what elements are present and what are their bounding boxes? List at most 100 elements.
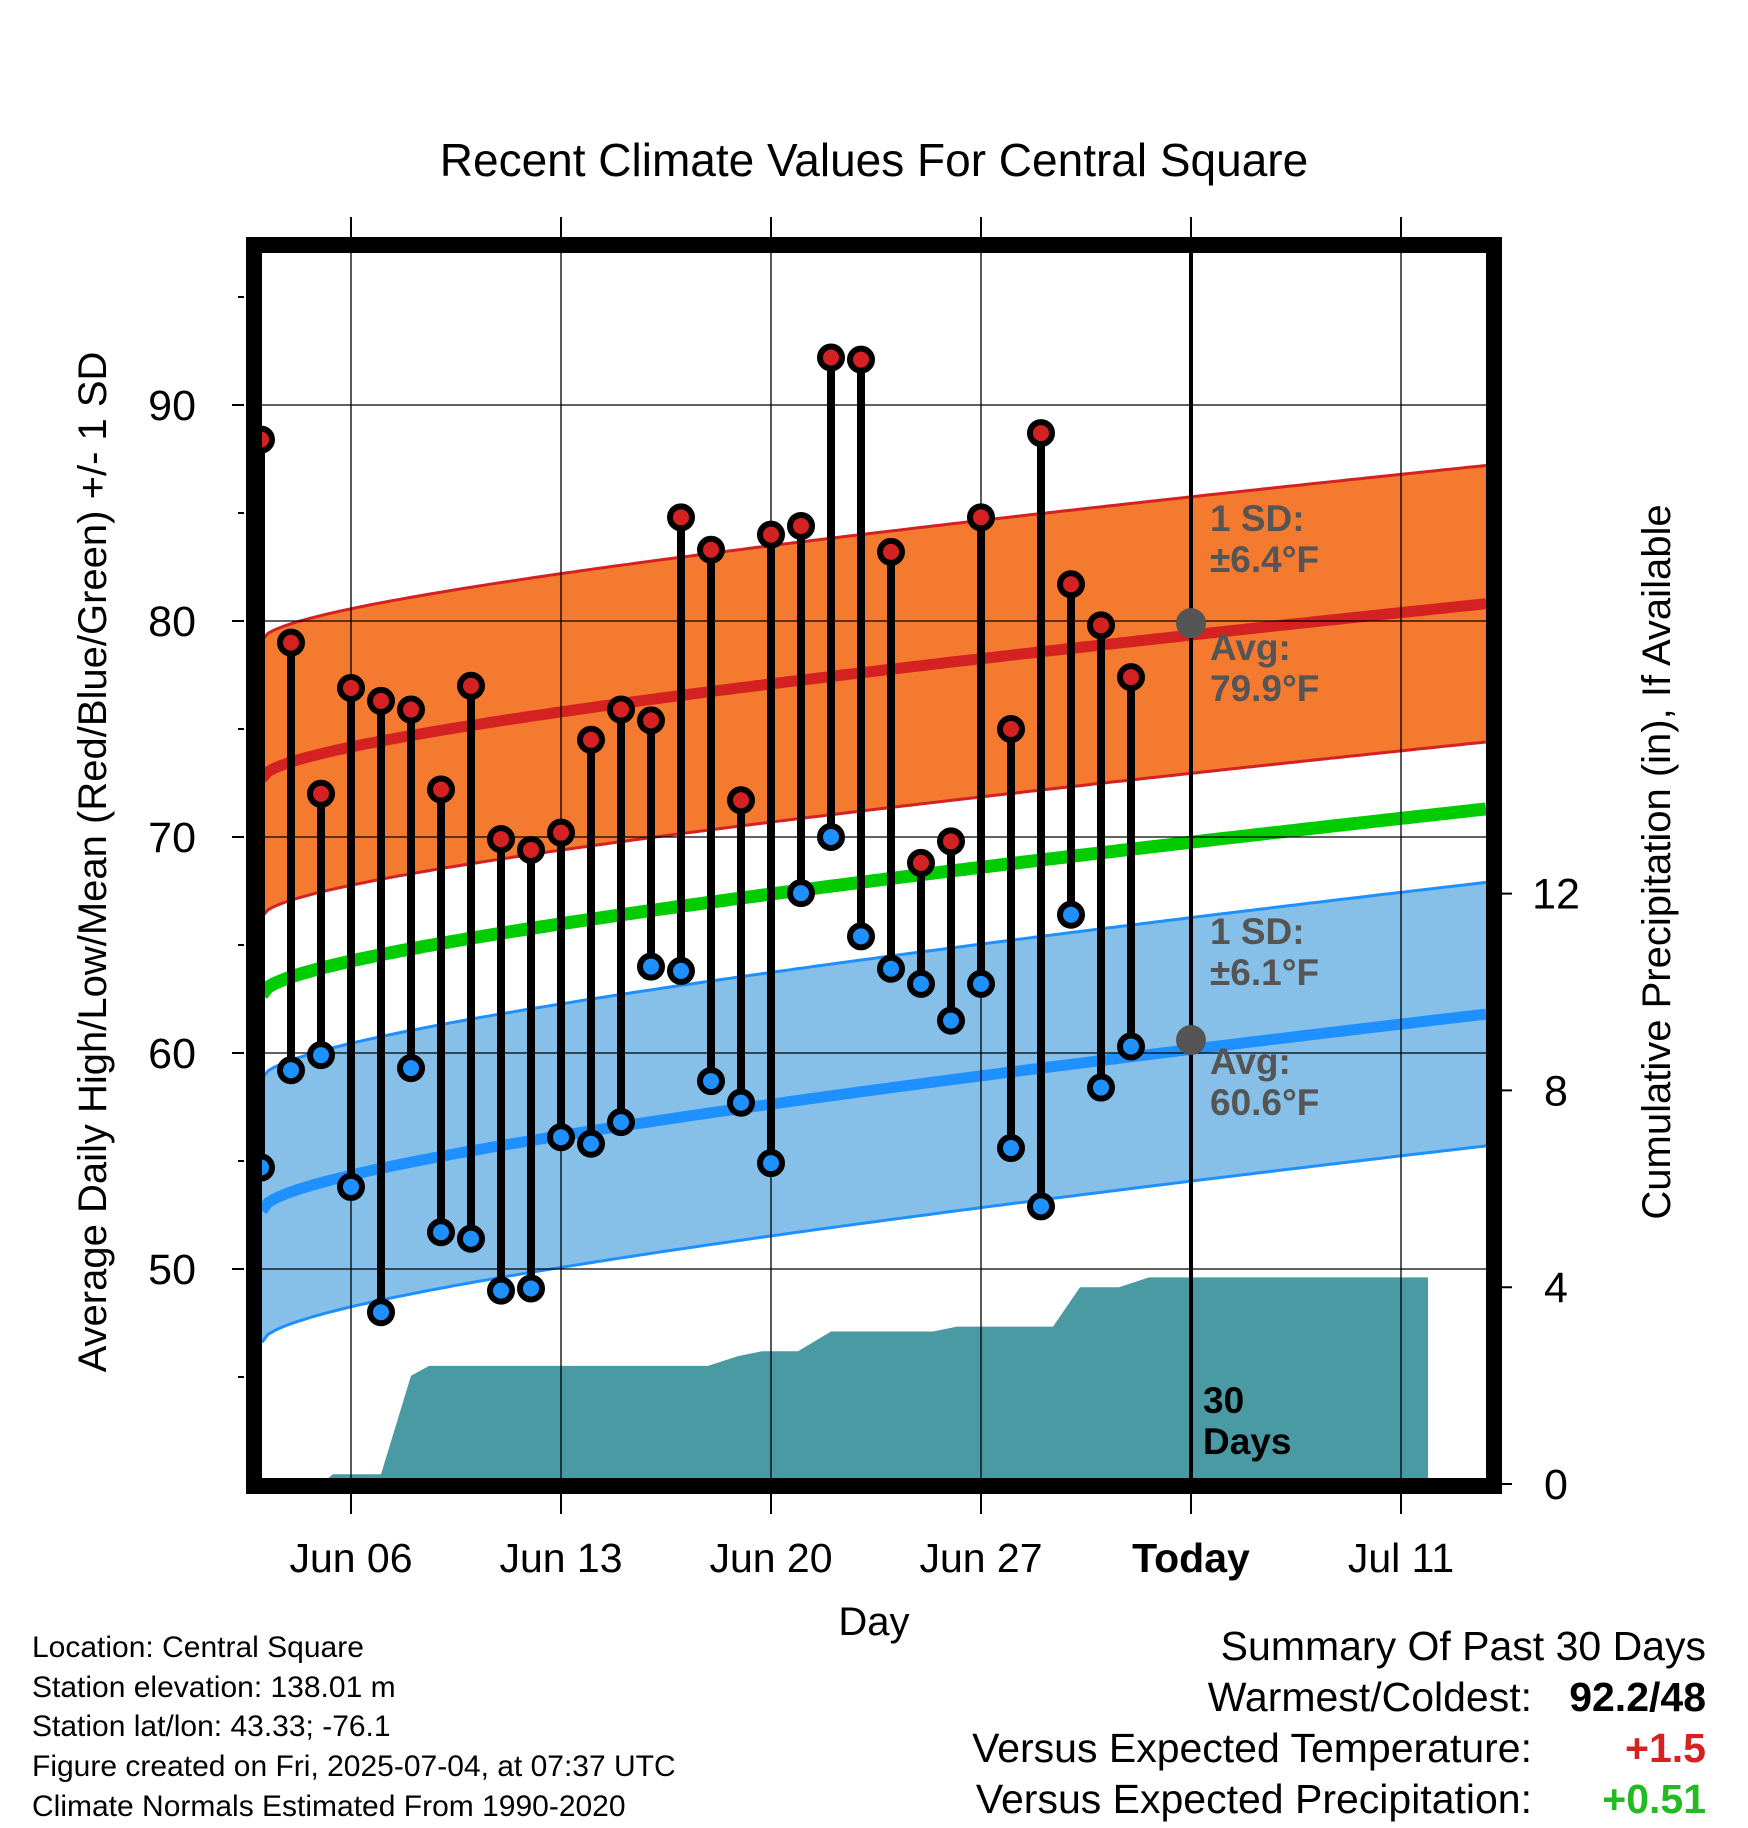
low-avg-value: 60.6°F — [1210, 1082, 1319, 1123]
daily-high-point — [1057, 570, 1085, 599]
daily-low-point — [307, 1041, 335, 1070]
summary-warmest-row: Warmest/Coldest: 92.2/48 — [1208, 1677, 1706, 1718]
daily-high-point — [817, 343, 845, 372]
days-label-text: Days — [1203, 1421, 1291, 1462]
daily-low-point — [577, 1129, 605, 1158]
x-tick-label: Jun 06 — [289, 1535, 412, 1581]
daily-low-point — [367, 1298, 395, 1327]
avg-low-line — [262, 1008, 1486, 1214]
summary-precip-value: +0.51 — [1602, 1776, 1706, 1822]
daily-low-point — [817, 823, 845, 851]
y-tick-label: 60 — [148, 1030, 196, 1078]
summary-warmest-label: Warmest/Coldest: — [1207, 1674, 1532, 1720]
days-label-count: 30 — [1203, 1380, 1244, 1421]
daily-low-point — [967, 969, 995, 998]
low-sd-label: 1 SD: — [1210, 911, 1305, 952]
daily-high-point — [697, 535, 725, 564]
summary-title: Summary Of Past 30 Days — [1220, 1623, 1706, 1669]
chart-title: Recent Climate Values For Central Square — [440, 134, 1308, 186]
summary-temp-label: Versus Expected Temperature: — [972, 1725, 1532, 1771]
daily-low-point — [847, 922, 875, 951]
daily-low-point — [1027, 1192, 1055, 1221]
daily-low-point — [607, 1108, 635, 1137]
daily-low-point — [1087, 1073, 1115, 1102]
daily-low-point — [757, 1149, 785, 1178]
low-sd-band — [262, 882, 1486, 1343]
daily-low-point — [667, 956, 695, 985]
daily-high-point — [307, 779, 335, 808]
plot-frame — [246, 237, 1502, 1494]
x-tick-label: Jun 27 — [919, 1535, 1042, 1581]
daily-high-point — [667, 503, 695, 532]
info-created: Figure created on Fri, 2025-07-04, at 07… — [32, 1750, 676, 1783]
y-tick-label: 80 — [148, 598, 196, 646]
low-sd-lower-line — [262, 1144, 1486, 1344]
high-sd-lower-line — [262, 740, 1486, 918]
low-sd-value: ±6.1°F — [1210, 952, 1319, 993]
daily-high-point — [997, 715, 1025, 743]
daily-low-point — [457, 1224, 485, 1253]
y2-tick-label: 8 — [1544, 1067, 1568, 1115]
y2-axis-label: Cumulative Precipitation (in), If Availa… — [1635, 504, 1679, 1219]
daily-high-point — [967, 503, 995, 532]
daily-low-point — [727, 1088, 755, 1117]
avg-mean-line — [262, 802, 1486, 999]
x-tick-label: Jul 11 — [1348, 1535, 1454, 1581]
daily-low-point — [277, 1056, 305, 1085]
daily-low-point — [517, 1274, 545, 1303]
daily-high-point — [277, 628, 305, 657]
y-tick-label: 50 — [148, 1246, 196, 1294]
daily-high-point — [337, 673, 365, 702]
avg-high-line — [262, 598, 1486, 783]
high-sd-band — [262, 465, 1486, 917]
daily-high-point — [427, 775, 455, 804]
daily-low-point — [427, 1218, 455, 1247]
precip-area — [328, 1277, 1428, 1478]
daily-high-point — [1027, 419, 1055, 448]
daily-high-point — [1087, 611, 1115, 640]
info-latlon: Station lat/lon: 43.33; -76.1 — [32, 1710, 391, 1743]
low-avg-label: Avg: — [1210, 1041, 1291, 1082]
summary-precip-label: Versus Expected Precipitation: — [975, 1776, 1532, 1822]
daily-high-point — [487, 825, 515, 854]
y-tick-label: 70 — [148, 814, 196, 862]
y2-tick-label: 0 — [1544, 1461, 1568, 1509]
daily-low-point — [877, 954, 905, 983]
daily-low-point — [697, 1067, 725, 1096]
high-avg-label: Avg: — [1210, 627, 1291, 668]
daily-high-point — [637, 706, 665, 735]
daily-low-point — [487, 1276, 515, 1305]
y-axis-label: Average Daily High/Low/Mean (Red/Blue/Gr… — [71, 352, 115, 1373]
daily-high-point — [937, 827, 965, 856]
daily-high-point — [517, 835, 545, 864]
daily-low-point — [397, 1054, 425, 1083]
daily-high-point — [1117, 663, 1145, 692]
low-sd-upper-line — [262, 880, 1486, 1080]
daily-low-point — [1117, 1032, 1145, 1061]
x-tick-label: Jun 13 — [499, 1535, 622, 1581]
info-location: Location: Central Square — [32, 1631, 364, 1664]
high-sd-label: 1 SD: — [1210, 498, 1305, 539]
summary-precip-row: Versus Expected Precipitation: +0.51 — [976, 1779, 1706, 1820]
daily-low-point — [787, 879, 815, 908]
daily-high-point — [787, 511, 815, 540]
summary-temp-value: +1.5 — [1625, 1725, 1706, 1771]
daily-high-point — [757, 520, 785, 549]
daily-high-point — [367, 686, 395, 715]
daily-low-point — [337, 1172, 365, 1201]
high-sd-upper-line — [262, 464, 1486, 642]
x-tick-label: Today — [1132, 1535, 1250, 1581]
daily-high-point — [397, 695, 425, 724]
daily-low-point — [637, 952, 665, 981]
daily-low-point — [262, 1153, 275, 1182]
high-sd-value: ±6.4°F — [1210, 539, 1319, 580]
daily-low-point — [907, 969, 935, 998]
daily-high-point — [847, 345, 875, 374]
summary-warmest-value: 92.2/48 — [1569, 1674, 1706, 1720]
daily-high-point — [907, 848, 935, 877]
y-tick-label: 90 — [148, 382, 196, 430]
daily-high-point — [577, 725, 605, 754]
